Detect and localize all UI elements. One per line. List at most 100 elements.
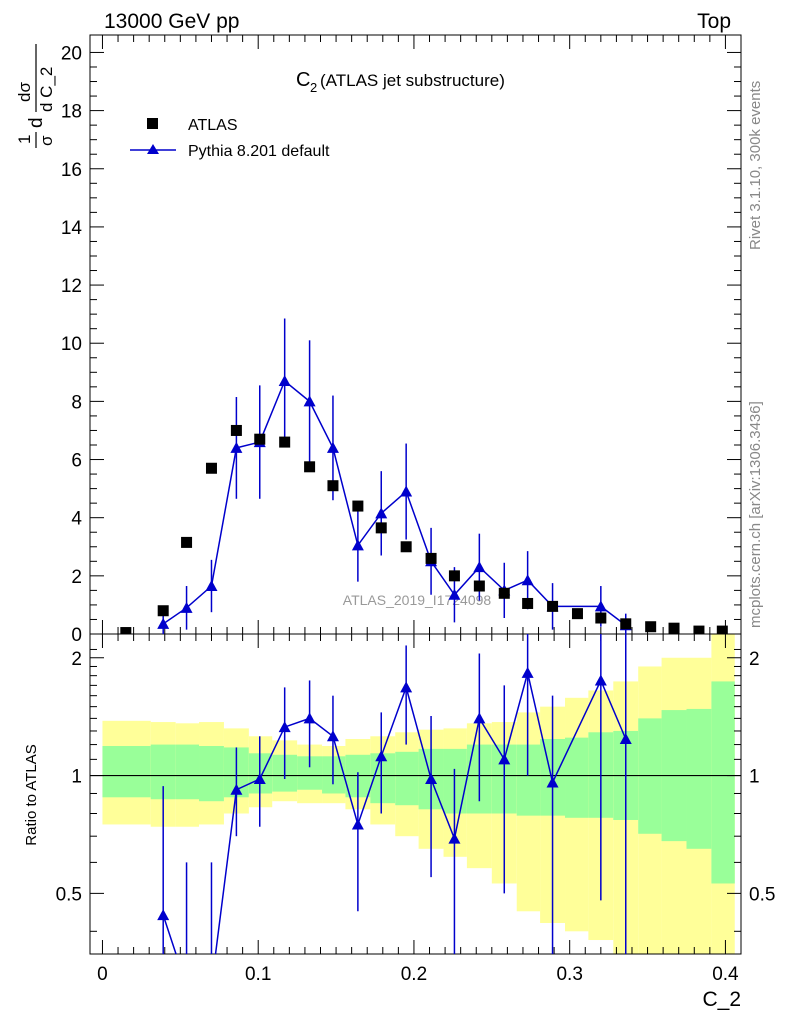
x-tick-label: 0.4 — [712, 964, 739, 985]
ratio-point — [375, 750, 388, 762]
mc-point — [205, 580, 218, 592]
atlas-point — [181, 536, 193, 548]
top-ylabel: 1 σ d dσ d C_2 — [15, 44, 56, 148]
ratio-point — [303, 712, 316, 724]
mc-point — [594, 600, 607, 612]
y-tick-label: 10 — [61, 334, 82, 355]
mc-point — [351, 539, 364, 551]
header-right: Top — [697, 10, 731, 33]
mcplots-label: mcplots.cern.ch [arXiv:1306.3436] — [747, 401, 764, 628]
bottom-panel-frame — [89, 633, 742, 955]
mc-point — [400, 485, 413, 497]
ratio-point — [448, 832, 461, 844]
atlas-point — [547, 600, 559, 612]
x-tick-label: 0 — [97, 964, 108, 985]
atlas-point — [254, 433, 266, 445]
atlas-point — [157, 605, 169, 617]
ratio-y-tick-label-right: 2 — [749, 649, 760, 670]
title-sub: 2 — [310, 80, 317, 95]
x-tick-label: 0.3 — [556, 964, 582, 985]
atlas-point — [400, 541, 412, 553]
ratio-point — [400, 681, 413, 693]
ratio-point — [157, 909, 170, 921]
ratio-point — [425, 772, 438, 784]
ratio-point — [351, 818, 364, 830]
atlas-point — [595, 612, 607, 624]
ratio-band-inner — [395, 751, 419, 806]
atlas-point — [645, 621, 657, 633]
atlas-point — [571, 608, 583, 620]
rivet-label: Rivet 3.1.10, 300k events — [747, 81, 764, 250]
atlas-point — [448, 570, 460, 582]
atlas-point — [279, 436, 291, 448]
atlas-point — [522, 597, 534, 609]
ylabel-den1: σ — [37, 135, 56, 146]
mc-point — [473, 561, 486, 573]
ratio-point — [205, 980, 217, 991]
mc-point — [230, 441, 243, 453]
top-panel-marks — [120, 318, 728, 634]
header-left: 13000 GeV pp — [104, 10, 239, 33]
ylabel-num2: dσ — [15, 82, 34, 102]
atlas-point — [693, 625, 705, 634]
ratio-band-inner — [686, 708, 712, 849]
ratio-point — [181, 980, 193, 991]
ratio-point — [230, 783, 243, 795]
legend-label-mc: Pythia 8.201 default — [188, 143, 330, 160]
atlas-point — [327, 480, 339, 492]
ratio-band-inner — [516, 744, 541, 816]
ratio-band-inner — [443, 748, 467, 814]
ratio-y-tick-label: 2 — [71, 649, 82, 670]
atlas-point — [668, 622, 680, 634]
ratio-point — [594, 674, 607, 686]
ratio-y-tick-label: 0.5 — [56, 884, 82, 905]
ratio-point — [546, 776, 559, 788]
atlas-point — [716, 625, 728, 634]
ratio-point — [521, 666, 534, 678]
mc-point — [303, 395, 316, 407]
legend: ATLAS Pythia 8.201 default — [130, 117, 330, 160]
atlas-point — [620, 618, 632, 630]
x-axis-label: C_2 — [702, 988, 741, 1011]
ylabel-d: d — [26, 117, 47, 128]
atlas-point — [375, 522, 387, 534]
mc-point — [326, 441, 339, 453]
y-tick-label: 18 — [61, 102, 82, 123]
y-tick-label: 4 — [71, 509, 82, 530]
ratio-band-inner — [102, 746, 151, 798]
ratio-point — [473, 712, 486, 724]
atlas-point — [230, 424, 242, 436]
atlas-point — [120, 627, 132, 634]
atlas-point — [304, 461, 316, 473]
top-title: C 2 (ATLAS jet substructure) — [296, 69, 505, 95]
legend-marker-mc — [147, 144, 159, 154]
y-tick-label: 16 — [61, 160, 82, 181]
mc-point — [180, 601, 193, 613]
atlas-point — [473, 580, 485, 592]
ratio-band-inner — [175, 744, 200, 800]
y-tick-label: 2 — [71, 567, 82, 588]
atlas-point — [352, 500, 364, 512]
y-tick-label: 0 — [71, 625, 82, 646]
mc-point — [375, 507, 388, 519]
ratio-point — [498, 753, 511, 765]
ratio-point — [278, 721, 291, 733]
y-tick-label: 20 — [61, 43, 82, 64]
ratio-band-inner — [199, 746, 224, 802]
y-tick-label: 14 — [61, 218, 83, 239]
legend-label-atlas: ATLAS — [188, 117, 238, 134]
y-tick-label: 12 — [61, 276, 82, 297]
ratio-y-tick-label-right: 1 — [749, 767, 760, 788]
bottom-panel-marks — [157, 634, 632, 991]
title-main: C — [296, 69, 310, 91]
atlas-point — [425, 552, 437, 564]
ratio-band-inner — [711, 681, 735, 884]
mc-line — [162, 379, 627, 626]
ratio-band-inner — [322, 756, 346, 794]
mc-point — [448, 588, 461, 600]
watermark: ATLAS_2019_I1724098 — [343, 592, 492, 608]
atlas-point — [205, 462, 217, 474]
x-tick-label: 0.1 — [245, 964, 271, 985]
